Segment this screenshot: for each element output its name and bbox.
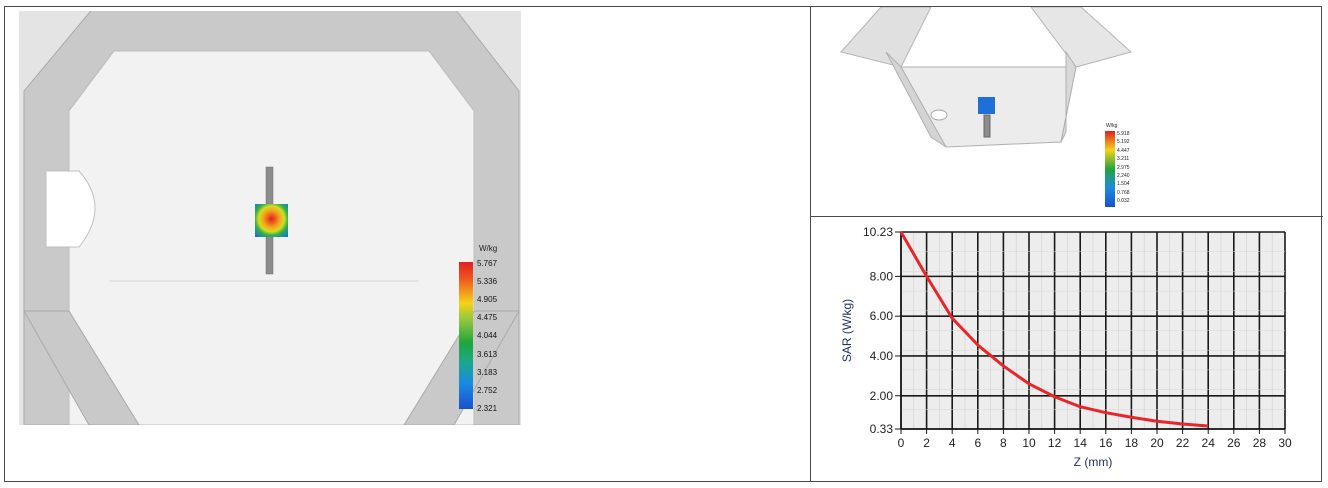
y-tick-label: 2.00	[870, 389, 894, 403]
left-scale-label: 5.336	[477, 277, 498, 287]
x-tick-label: 14	[1074, 436, 1088, 450]
x-tick-label: 8	[1000, 436, 1007, 450]
x-tick-label: 12	[1048, 436, 1062, 450]
sar-distribution-image: W/kg 5.767 5.336 4.905 4.475 4.044 3.613 3.183…	[19, 11, 521, 425]
y-tick-label: 6.00	[870, 309, 894, 323]
left-scale-label: 4.475	[477, 313, 498, 323]
top-right-panel: W/kg 5.918 5.192 4.447 3.211 2.975 2.240 1.504…	[811, 6, 1323, 217]
x-tick-label: 30	[1278, 436, 1292, 450]
left-color-scale	[459, 262, 473, 409]
x-tick-label: 26	[1227, 436, 1241, 450]
x-tick-label: 20	[1150, 436, 1164, 450]
figure-frame: W/kg 5.767 5.336 4.905 4.475 4.044 3.613 3.183…	[4, 6, 1323, 483]
x-tick-label: 4	[949, 436, 956, 450]
y-tick-label: 0.33	[870, 422, 894, 436]
y-tick-label: 4.00	[870, 349, 894, 363]
left-scale-label: 3.183	[477, 367, 498, 377]
top-scale-label: 2.975	[1117, 164, 1130, 171]
y-tick-label: 10.23	[863, 225, 893, 239]
top-scale-label: 3.211	[1117, 156, 1130, 163]
x-tick-label: 24	[1202, 436, 1216, 450]
y-axis-title: SAR (W/kg)	[840, 299, 854, 362]
phantom-outline	[19, 11, 521, 425]
top-scale-label: 2.240	[1117, 173, 1130, 179]
x-tick-label: 18	[1125, 436, 1139, 450]
left-scale-label: 2.752	[477, 385, 498, 395]
top-scale-unit: W/kg	[1106, 123, 1118, 129]
sar-line-chart: 0 2 4 6 8 10 12 14 16 18 20 22 24 26 28 3010.238.006.00…	[840, 225, 1292, 469]
left-scale-label: 5.767	[477, 259, 498, 268]
sar-series-line	[899, 231, 1209, 428]
top-scale-label: 0.768	[1117, 189, 1130, 196]
x-tick-label: 2	[923, 436, 930, 450]
left-panel: W/kg 5.767 5.336 4.905 4.475 4.044 3.613 3.183…	[5, 7, 811, 481]
left-scale-unit: W/kg	[479, 244, 498, 253]
x-tick-label: 6	[974, 436, 981, 450]
x-tick-label: 0	[898, 436, 905, 450]
top-scale-label: 1.504	[1117, 181, 1130, 188]
x-tick-label: 22	[1176, 436, 1190, 450]
sar-chart-panel: 0 2 4 6 8 10 12 14 16 18 20 22 24 26 28 30 10.23 8.00 6.00…	[811, 217, 1323, 483]
top-scale-label: 5.918	[1117, 131, 1130, 137]
x-tick-label: 16	[1099, 436, 1113, 450]
left-scale-label: 3.613	[477, 349, 498, 359]
phantom-3d-view	[840, 6, 1133, 207]
x-axis-title: Z (mm)	[1074, 455, 1113, 469]
left-scale-label: 4.905	[477, 295, 498, 305]
top-scale-label: 0.032	[1117, 198, 1130, 205]
top-scale-label: 5.192	[1117, 139, 1130, 146]
x-tick-label: 10	[1022, 436, 1036, 450]
left-scale-label: 4.044	[477, 331, 498, 341]
y-tick-label: 8.00	[870, 269, 894, 283]
left-scale-label: 2.321	[477, 403, 498, 413]
x-tick-label: 28	[1253, 436, 1267, 450]
top-scale-label: 4.447	[1117, 147, 1130, 154]
